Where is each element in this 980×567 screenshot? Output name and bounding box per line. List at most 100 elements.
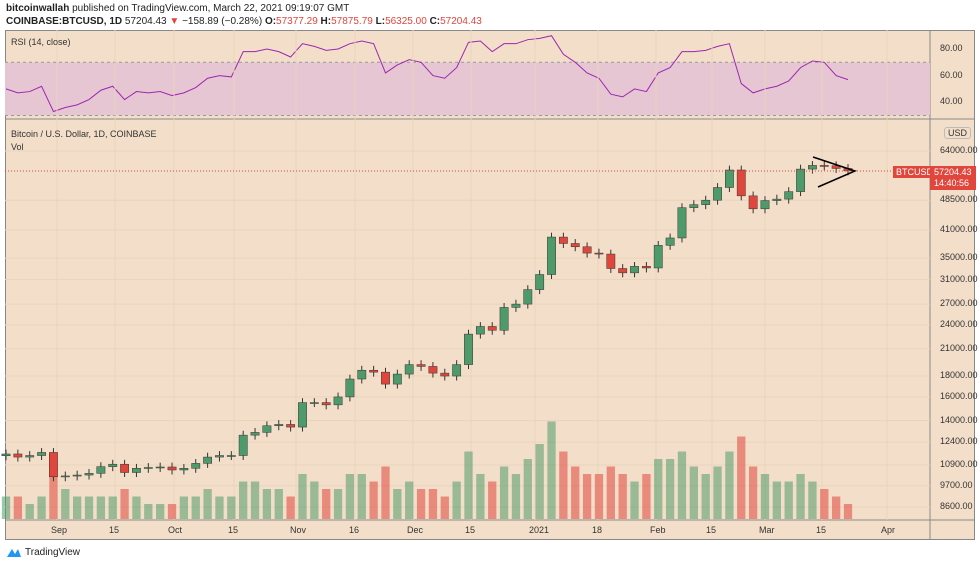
author[interactable]: bitcoinwallah bbox=[6, 3, 70, 14]
volume-bar bbox=[179, 496, 189, 519]
symbol-tag: BTCUSD bbox=[893, 166, 937, 178]
price-tick: 18000.00 bbox=[940, 370, 978, 381]
price-tick: 9700.00 bbox=[940, 479, 973, 490]
volume-bar bbox=[582, 474, 592, 519]
volume-bar bbox=[665, 459, 675, 519]
volume-bar bbox=[511, 474, 521, 519]
time-tick: 15 bbox=[228, 525, 239, 535]
triangle-pattern-drawing[interactable] bbox=[812, 156, 858, 188]
candle bbox=[49, 452, 58, 478]
candle bbox=[132, 468, 141, 473]
rsi-tick: 80.00 bbox=[940, 43, 963, 53]
price-tick: 41000.00 bbox=[940, 223, 978, 234]
currency-button[interactable]: USD bbox=[944, 127, 972, 139]
volume-bar bbox=[310, 481, 319, 519]
price-tick: 48500.00 bbox=[940, 194, 978, 205]
volume-bar bbox=[215, 496, 224, 519]
volume-bar bbox=[61, 489, 70, 519]
volume-bar bbox=[808, 481, 817, 519]
time-tick: Sep bbox=[51, 525, 68, 535]
volume-bar bbox=[156, 504, 165, 519]
volume-bar bbox=[796, 474, 805, 519]
volume-bar bbox=[333, 489, 343, 519]
tradingview-logo[interactable]: TradingView bbox=[6, 546, 80, 558]
candle bbox=[167, 466, 177, 471]
volume-bar bbox=[274, 489, 283, 519]
candle bbox=[226, 455, 236, 457]
price-tick: 27000.00 bbox=[940, 298, 978, 309]
candle bbox=[262, 425, 272, 433]
candle bbox=[748, 195, 758, 210]
volume-bar bbox=[167, 504, 177, 519]
candle bbox=[120, 463, 129, 473]
candle bbox=[1, 453, 11, 457]
candle bbox=[440, 372, 450, 377]
candle bbox=[689, 204, 699, 208]
rsi-line bbox=[5, 35, 849, 113]
candle bbox=[819, 165, 829, 167]
volume-bar bbox=[831, 496, 841, 519]
candle bbox=[464, 333, 473, 365]
volume-bar bbox=[642, 474, 651, 519]
time-tick: 15 bbox=[109, 525, 120, 535]
volume-bar bbox=[393, 489, 402, 519]
volume-bar bbox=[1, 496, 11, 519]
volume-bar bbox=[144, 504, 153, 519]
open-label: O: bbox=[264, 16, 277, 27]
candle bbox=[369, 369, 379, 373]
volume-bar bbox=[559, 451, 568, 519]
candle bbox=[796, 168, 805, 192]
volume-bar bbox=[203, 489, 212, 519]
price-tick: 35000.00 bbox=[940, 252, 978, 263]
candle bbox=[511, 303, 521, 308]
time-tick: Oct bbox=[168, 525, 183, 535]
volume-bar bbox=[132, 496, 141, 519]
candle bbox=[570, 243, 580, 248]
candle bbox=[179, 468, 189, 471]
volume-bar bbox=[452, 481, 461, 519]
candle bbox=[381, 371, 390, 385]
rsi-tick: 60.00 bbox=[940, 69, 963, 80]
time-tick: 15 bbox=[706, 525, 717, 535]
time-tick: 16 bbox=[349, 525, 360, 535]
price-tag: 57204.43 14:40:56 bbox=[930, 166, 976, 190]
candle bbox=[784, 191, 794, 200]
candle bbox=[630, 266, 639, 274]
volume-bar bbox=[677, 451, 687, 519]
time-tick: 18 bbox=[592, 525, 603, 535]
candle bbox=[535, 274, 545, 290]
volume-bar bbox=[737, 436, 746, 519]
price-tick: 12400.00 bbox=[940, 436, 978, 447]
volume-bar bbox=[689, 466, 698, 519]
price-tag-value: 57204.43 bbox=[934, 167, 972, 177]
open-value: 57377.29 bbox=[276, 16, 318, 27]
time-tick: 15 bbox=[465, 525, 476, 535]
volume-bar bbox=[73, 496, 82, 519]
time-tick: Nov bbox=[290, 525, 307, 535]
candle bbox=[487, 326, 497, 331]
volume-bar bbox=[772, 481, 781, 519]
rsi-label: RSI (14, close) bbox=[11, 37, 71, 47]
volume-bar bbox=[535, 444, 544, 519]
volume-bar bbox=[191, 496, 200, 519]
time-tick: Mar bbox=[759, 525, 775, 535]
volume-bar bbox=[262, 489, 272, 519]
price-tick: 16000.00 bbox=[940, 390, 978, 401]
candle bbox=[274, 424, 284, 427]
time-tick: Feb bbox=[650, 525, 666, 535]
candle bbox=[96, 466, 106, 474]
price-tick: 64000.00 bbox=[940, 145, 978, 155]
volume-bar bbox=[748, 466, 758, 519]
symbol: COINBASE:BTCUSD, 1D bbox=[6, 16, 123, 27]
low-label: L: bbox=[375, 16, 386, 27]
volume-bar bbox=[250, 481, 260, 519]
volume-bar bbox=[49, 474, 58, 519]
volume-bar bbox=[547, 421, 556, 519]
volume-bar bbox=[820, 489, 829, 519]
volume-bar bbox=[630, 481, 639, 519]
volume-bar bbox=[464, 451, 473, 519]
price-tick: 24000.00 bbox=[940, 318, 978, 329]
candle bbox=[677, 207, 687, 239]
candle bbox=[558, 236, 568, 244]
